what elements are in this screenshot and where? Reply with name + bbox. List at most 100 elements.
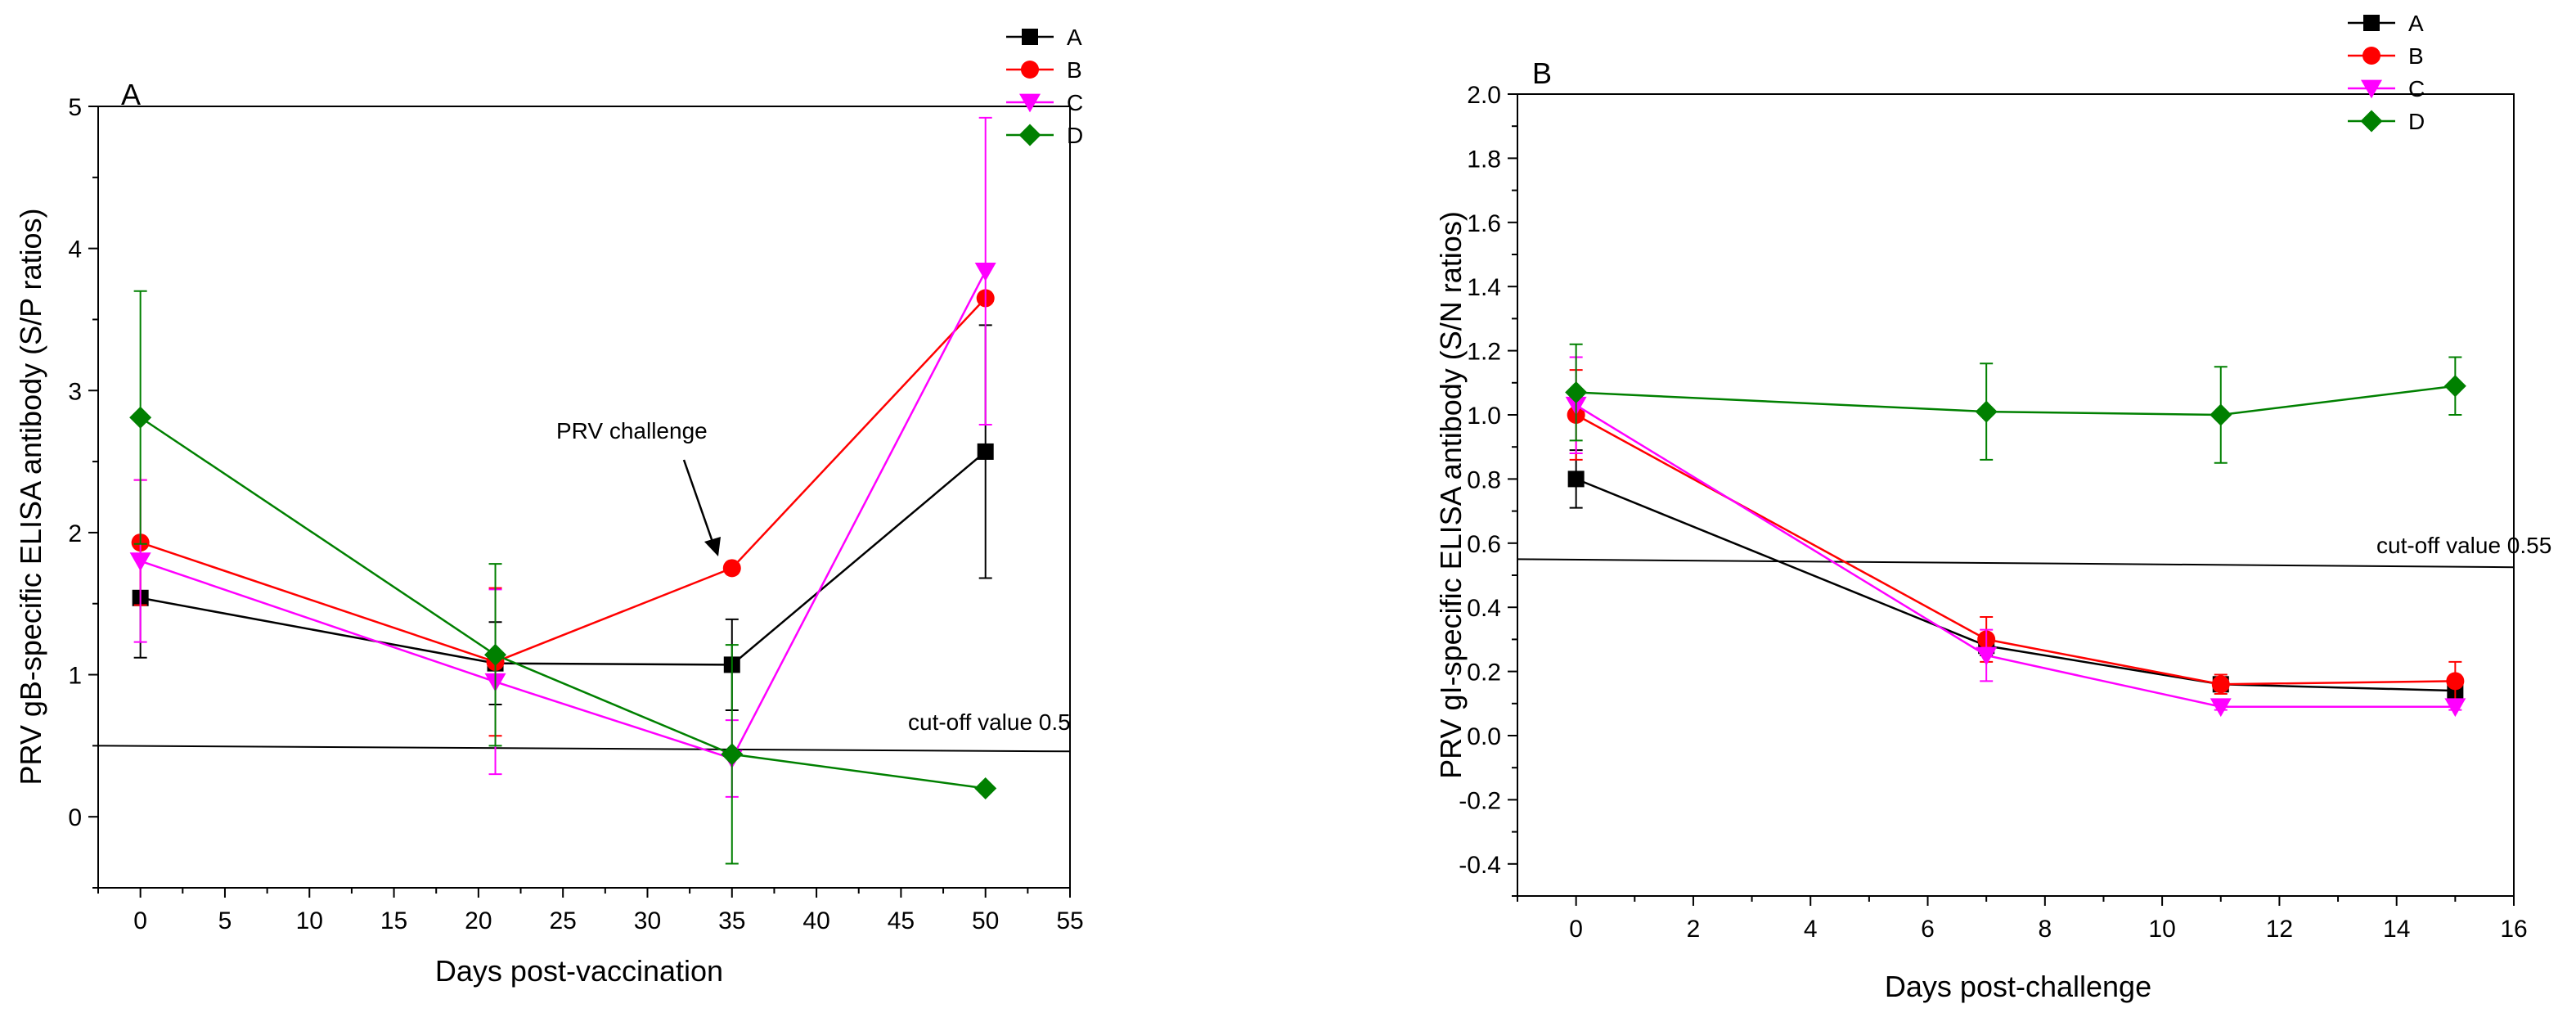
chart-b-series-line-c xyxy=(1575,404,2456,708)
chart-b-legend-marker-d xyxy=(2360,110,2383,133)
chart-b-point-d xyxy=(2210,403,2232,426)
chart-a-annotation-arrowhead xyxy=(704,537,721,556)
chart-b-point-b xyxy=(2446,672,2465,691)
chart-a-point-c xyxy=(974,263,996,281)
chart-a-xtick-label: 5 xyxy=(218,907,232,934)
chart-a-cutoff-line xyxy=(97,745,1071,753)
chart-a-xlabel: Days post-vaccination xyxy=(435,954,723,988)
chart-b-legend-label-d: D xyxy=(2408,109,2425,134)
chart-a-series-line-c xyxy=(140,270,987,760)
chart-b-legend-marker-c xyxy=(2361,79,2382,99)
chart-b-series-d xyxy=(1565,343,2466,464)
chart-b-ytick-label: 2.0 xyxy=(1467,82,1501,109)
chart-a-legend-label-b: B xyxy=(1067,57,1082,83)
chart-a-legend-label-d: D xyxy=(1067,123,1083,148)
chart-a-xtick-label: 55 xyxy=(1056,907,1083,934)
chart-a-series-d xyxy=(129,290,997,865)
chart-a-point-d xyxy=(484,643,507,666)
chart-b-panel-label: B xyxy=(1532,56,1552,90)
chart-b-ytick-label: 1.4 xyxy=(1467,274,1501,301)
chart-a-xtick-label: 30 xyxy=(634,907,661,934)
chart-a-xtick-label: 50 xyxy=(972,907,999,934)
chart-b-xtick-label: 12 xyxy=(2266,916,2293,943)
chart-a-ytick-label: 0 xyxy=(68,804,82,831)
chart-b-point-a xyxy=(1567,470,1585,488)
chart-a-legend-marker-d xyxy=(1018,124,1041,146)
chart-a-point-d xyxy=(974,777,997,799)
chart-b-xtick-label: 16 xyxy=(2500,916,2527,943)
chart-b-plot-frame xyxy=(1517,93,2515,897)
chart-b-ytick-label: 1.6 xyxy=(1467,210,1501,237)
chart-a-ytick-label: 1 xyxy=(68,663,82,690)
chart-a-point-c xyxy=(129,552,151,571)
chart-b-point-d xyxy=(1975,400,1998,423)
chart-b-series xyxy=(1565,343,2466,718)
chart-a-legend-label-c: C xyxy=(1067,90,1083,115)
chart-b-xtick-label: 6 xyxy=(1921,916,1935,943)
chart-b-ytick-label: 0.8 xyxy=(1467,466,1501,493)
chart-a-ytick-label: 5 xyxy=(68,94,82,121)
chart-a-point-d xyxy=(721,743,744,766)
chart-b-legend-marker-a xyxy=(2363,15,2380,31)
chart-a-point-d xyxy=(129,406,152,429)
chart-b-point-d xyxy=(2443,375,2466,398)
chart-a-xtick-label: 10 xyxy=(296,907,323,934)
chart-a-xtick-label: 35 xyxy=(718,907,745,934)
chart-b-ytick-label: 0.6 xyxy=(1467,531,1501,558)
chart-b-ylabel: PRV gI-specific ELISA antibody (S/N rati… xyxy=(1434,211,1468,779)
chart-a-legend-label-a: A xyxy=(1067,25,1082,50)
chart-b-ytick-label: -0.4 xyxy=(1459,852,1501,879)
chart-b-ytick-label: -0.2 xyxy=(1459,787,1501,814)
chart-a-point-a xyxy=(977,443,994,460)
chart-a-legend-marker-b xyxy=(1021,61,1039,79)
chart-a-xtick-label: 25 xyxy=(549,907,576,934)
chart-b: 0 2 4 6 8 10 12 14 16 -0.4 -0.2 0.0 0.2 0.4 0.6 0.8 1.0 1… xyxy=(1434,11,2551,1003)
chart-b-point-c xyxy=(2210,698,2232,718)
chart-b-ytick-label: 0.2 xyxy=(1467,660,1501,687)
chart-a-xtick-label: 40 xyxy=(802,907,829,934)
chart-a-series-b xyxy=(131,289,995,737)
chart-a-xtick-label: 20 xyxy=(465,907,492,934)
chart-b-legend-label-a: A xyxy=(2408,11,2424,36)
chart-a-annotation-text: PRV challenge xyxy=(556,418,708,443)
chart-b-legend-label-b: B xyxy=(2408,43,2424,69)
chart-b-xtick-label: 0 xyxy=(1569,916,1583,943)
chart-b-cutoff-line xyxy=(1517,558,2515,569)
chart-b-ytick-label: 1.8 xyxy=(1467,146,1501,173)
chart-b-series-line-a xyxy=(1576,478,2456,692)
chart-a-panel-label: A xyxy=(121,78,141,111)
chart-a-series-line-a xyxy=(140,450,987,666)
chart-b-legend-marker-b xyxy=(2362,47,2380,65)
chart-b-point-b xyxy=(2211,675,2230,694)
chart-a-series-line-b xyxy=(140,297,987,664)
chart-a-xtick-label: 0 xyxy=(133,907,147,934)
chart-b-xtick-label: 14 xyxy=(2383,916,2410,943)
chart-a-xtick-label: 15 xyxy=(380,907,407,934)
chart-b-xtick-label: 4 xyxy=(1804,916,1818,943)
chart-b-ytick-label: 1.0 xyxy=(1467,403,1501,430)
chart-a-annotation-arrow xyxy=(682,459,715,545)
chart-b-point-c xyxy=(2444,698,2466,718)
chart-a-series-c xyxy=(129,116,996,798)
chart-a-legend-marker-c xyxy=(1019,93,1041,113)
chart-a-plot-frame xyxy=(97,106,1071,889)
chart-a-ytick-label: 4 xyxy=(68,236,82,263)
chart-b-series-line-d xyxy=(1576,385,2456,416)
chart-b-point-c xyxy=(1976,646,1998,666)
chart-b-xlabel: Days post-challenge xyxy=(1885,970,2151,1003)
chart-a-xtick-label: 45 xyxy=(888,907,915,934)
chart-a-series-line-d xyxy=(139,416,986,790)
chart-b-xtick-label: 2 xyxy=(1687,916,1701,943)
chart-b-legend-label-c: C xyxy=(2408,76,2425,101)
chart-b-cutoff xyxy=(1517,558,2515,569)
chart-a-legend-marker-a xyxy=(1022,29,1038,45)
chart-a-ylabel: PRV gB-specific ELISA antibody (S/P rati… xyxy=(14,208,47,785)
chart-a-series-a xyxy=(132,324,994,711)
chart-a-cutoff xyxy=(97,745,1071,753)
chart-b-ytick-label: 1.2 xyxy=(1467,339,1501,366)
